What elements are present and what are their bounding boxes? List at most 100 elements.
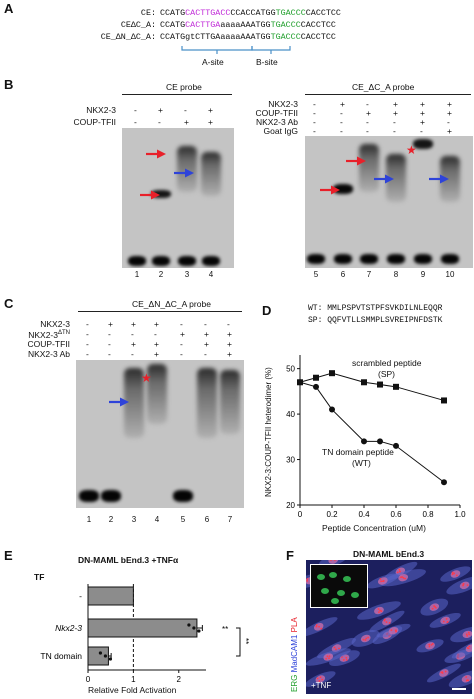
c-title: CE_ΔN_ΔC_A probe	[132, 299, 211, 309]
gel-b-right	[305, 136, 473, 268]
mark-r1-l3: +	[208, 117, 213, 127]
mark-r1-l6: +	[227, 329, 232, 339]
heterodimer-line-chart: 50 40 30 200 0.2 0.4 0.6 0.8 1.0	[286, 355, 466, 519]
d-point-sp-6	[441, 397, 447, 404]
gel-b-left	[122, 128, 234, 268]
lane-number-9: 9	[420, 270, 426, 279]
pla-dot-7-0	[364, 639, 367, 641]
mark-r0-l4: -	[180, 319, 183, 329]
mark-r3-l1: -	[340, 126, 343, 136]
mark-r2-l2: -	[366, 117, 369, 127]
e-xlabel: Relative Fold Activation	[88, 685, 177, 695]
tnf-label: +TNF	[311, 681, 332, 690]
scale-bar	[452, 688, 466, 690]
e-bar-1	[87, 618, 198, 638]
mark-r0-l0: -	[134, 105, 137, 115]
pla-dot-1-1	[315, 624, 318, 626]
free-probe-lane-1	[128, 256, 146, 266]
d-series-line-1	[299, 381, 445, 483]
pla-dot-21-3	[404, 577, 407, 580]
lane-number-10: 10	[445, 270, 455, 279]
inset-nucleus-5	[351, 592, 359, 598]
pla-dot-21-2	[400, 576, 402, 579]
pla-dot-25-3	[383, 618, 386, 621]
mark-r0-l3: +	[393, 99, 398, 109]
smear-c-lane-7	[220, 370, 240, 434]
pla-dot-12-0	[377, 608, 380, 610]
pla-dot-18-2	[451, 573, 454, 576]
panel-b-label: B	[4, 77, 14, 92]
c-row-3-name: NKX2-3 Ab	[27, 349, 70, 359]
d-xtick-label-4: 0.8	[422, 510, 434, 519]
pla-dot-15-3	[466, 646, 469, 649]
mark-r0-l5: -	[204, 319, 207, 329]
star-supershift-c-lane-4: ★	[141, 371, 152, 385]
d-xtick-label-5: 1.0	[454, 510, 466, 519]
seq-ce: CCATGCACTTGACCCCACCATGGTGACCCCACCTCC	[160, 8, 341, 18]
pla-dot-2-1	[466, 584, 469, 587]
b-left-title: CE probe	[166, 82, 202, 92]
lane-number-8: 8	[393, 270, 399, 279]
e-xtick-label-1: 1	[131, 675, 136, 684]
channel-legend: ERG MadCAM1 PLA	[290, 617, 299, 692]
inset-nuclei	[317, 572, 359, 604]
smear-lane-8	[386, 154, 406, 202]
mark-r0-l1: +	[340, 99, 345, 109]
pla-dot-13-3	[465, 676, 468, 678]
pla-dot-22-0	[390, 629, 393, 632]
nucleus-10	[328, 560, 339, 564]
mark-r3-l6: +	[227, 349, 232, 359]
d-ytick-label-40: 40	[286, 410, 295, 419]
pla-dot-13-2	[466, 679, 469, 681]
lane-number-1: 1	[86, 515, 92, 524]
mark-r0-l0: -	[313, 99, 316, 109]
mark-r3-l5: -	[204, 349, 207, 359]
lane-number-2: 2	[108, 515, 114, 524]
mark-r3-l4: -	[180, 349, 183, 359]
pla-dot-14-3	[465, 633, 468, 636]
e-xtick-label-2: 2	[177, 675, 182, 684]
channel-pla: PLA	[290, 617, 299, 633]
mark-r0-l2: -	[184, 105, 187, 115]
mark-r0-l5: +	[447, 99, 452, 109]
panel-f-label: F	[286, 548, 294, 563]
free-probe-lane-3	[178, 256, 196, 266]
blue-arrow-lane-4	[174, 168, 194, 178]
pla-dot-1-2	[320, 627, 323, 630]
pla-dot-17-2	[396, 571, 399, 574]
b-site-label: B-site	[256, 57, 278, 67]
smear-lane-4	[201, 152, 221, 196]
e-dot-1-2	[197, 629, 201, 633]
inset-nucleus-4	[337, 590, 345, 596]
lane-number-6: 6	[340, 270, 346, 279]
blue-arrow-lane-8	[374, 174, 394, 184]
free-probe-c-lane-2	[101, 490, 121, 502]
pla-dot-6-1	[428, 645, 431, 648]
smear-c-lane-3	[124, 368, 144, 438]
mark-r2-l5: -	[447, 117, 450, 127]
mark-r1-l1: -	[158, 117, 161, 127]
f-title: DN-MAML bEnd.3	[353, 549, 425, 559]
lane-number-1: 1	[134, 270, 140, 279]
d-point-sp-2	[329, 370, 335, 377]
lane-number-7: 7	[227, 515, 233, 524]
free-probe-lane-10	[441, 254, 459, 264]
mark-r0-l2: +	[131, 319, 136, 329]
pla-dot-6-3	[431, 642, 434, 645]
pla-dot-18-1	[455, 574, 458, 577]
mark-r1-l4: +	[180, 329, 185, 339]
d-ann-wt: TN domain peptide	[322, 447, 394, 457]
mark-r0-l2: -	[366, 99, 369, 109]
mark-r1-l4: +	[420, 108, 425, 118]
pla-dot-19-2	[345, 656, 348, 659]
mark-r0-l0: -	[86, 319, 89, 329]
d-xtick-label-2: 0.4	[358, 510, 370, 519]
d-xtick-label-0: 0	[298, 510, 303, 519]
pla-dot-18-3	[453, 572, 456, 575]
d-xlabel: Peptide Concentration (uM)	[322, 523, 426, 533]
seq-name-ce-dca: CEΔC_A:	[120, 20, 156, 30]
mark-r1-l0: -	[313, 108, 316, 118]
mark-r3-l1: -	[108, 349, 111, 359]
e-title: DN-MAML bEnd.3 +TNFα	[78, 555, 179, 565]
d-point-sp-1	[313, 374, 319, 381]
